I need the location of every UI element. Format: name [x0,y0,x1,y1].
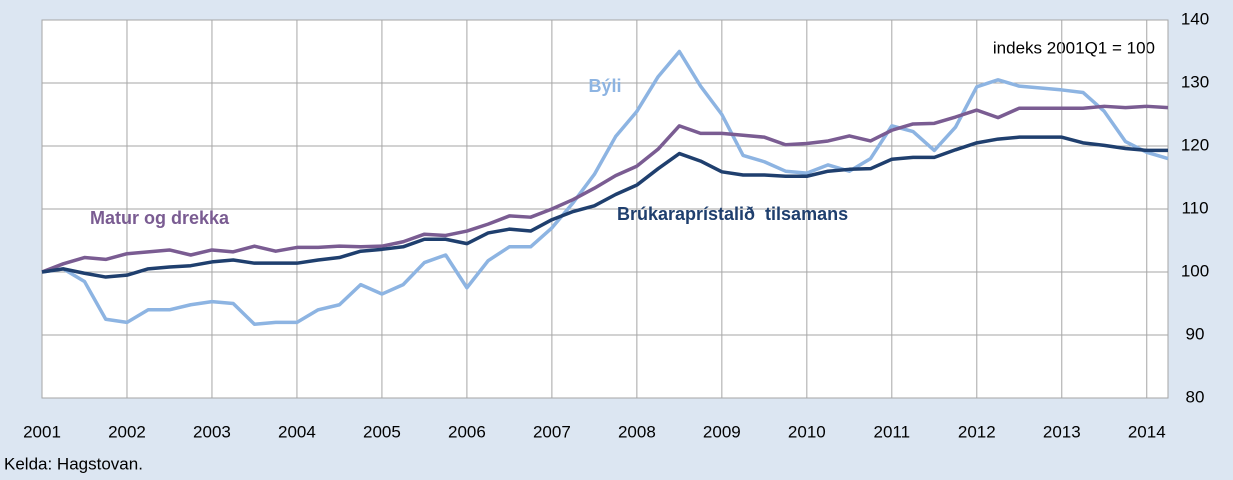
x-tick-label: 2010 [788,422,826,441]
series-label: Brúkaraprístalið tilsamans [617,204,848,224]
y-tick-label: 100 [1181,261,1209,280]
x-tick-label: 2007 [533,422,571,441]
x-tick-label: 2005 [363,422,401,441]
series-label: Býli [588,76,621,96]
y-tick-label: 80 [1186,387,1205,406]
y-tick-label: 120 [1181,135,1209,154]
x-tick-label: 2009 [703,422,741,441]
series-label: Matur og drekka [90,208,230,228]
x-tick-label: 2001 [23,422,61,441]
x-tick-label: 2008 [618,422,656,441]
x-tick-label: 2002 [108,422,146,441]
plot-border [41,19,1169,399]
y-tick-label: 90 [1186,324,1205,343]
y-tick-label: 140 [1181,9,1209,28]
x-tick-label: 2014 [1128,422,1166,441]
x-tick-label: 2012 [958,422,996,441]
unit-note: indeks 2001Q1 = 100 [993,38,1155,57]
source: Kelda: Hagstovan. [4,454,143,473]
x-tick-label: 2006 [448,422,486,441]
series-line [41,49,1169,327]
x-tick-label: 2004 [278,422,316,441]
x-tick-label: 2013 [1043,422,1081,441]
y-tick-label: 110 [1181,198,1208,217]
series-line [41,135,1168,279]
series-line [41,104,1169,274]
x-tick-label: 2003 [193,422,231,441]
x-tick-label: 2011 [874,422,911,441]
y-tick-label: 130 [1181,72,1209,91]
